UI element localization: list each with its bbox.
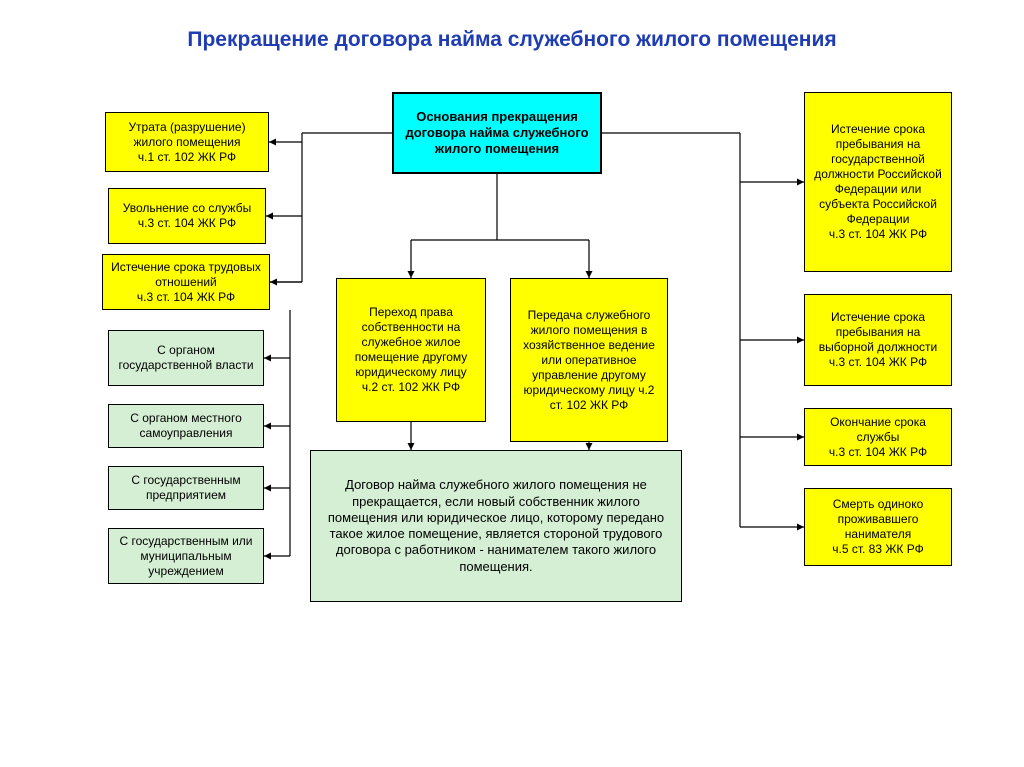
right-yellow-box-2: Окончание срока службы ч.3 ст. 104 ЖК РФ bbox=[804, 408, 952, 466]
right-yellow-box-0: Истечение срока пребывания на государств… bbox=[804, 92, 952, 272]
mid-green-box: Договор найма служебного жилого помещени… bbox=[310, 450, 682, 602]
central-box: Основания прекращения договора найма слу… bbox=[392, 92, 602, 174]
left-green-box-2: С государственным предприятием bbox=[108, 466, 264, 510]
left-green-box-0: С органом государственной власти bbox=[108, 330, 264, 386]
diagram-title: Прекращение договора найма служебного жи… bbox=[0, 0, 1024, 52]
left-yellow-box-1: Увольнение со службы ч.3 ст. 104 ЖК РФ bbox=[108, 188, 266, 244]
right-yellow-box-1: Истечение срока пребывания на выборной д… bbox=[804, 294, 952, 386]
left-yellow-box-2: Истечение срока трудовых отношений ч.3 с… bbox=[102, 254, 270, 310]
mid-yellow-box-1: Передача служебного жилого помещения в х… bbox=[510, 278, 668, 442]
left-yellow-box-0: Утрата (разрушение) жилого помещения ч.1… bbox=[105, 112, 269, 172]
left-green-box-3: С государственным или муниципальным учре… bbox=[108, 528, 264, 584]
mid-yellow-box-0: Переход права собственности на служебное… bbox=[336, 278, 486, 422]
right-yellow-box-3: Смерть одиноко проживавшего нанимателя ч… bbox=[804, 488, 952, 566]
left-green-box-1: С органом местного самоуправления bbox=[108, 404, 264, 448]
